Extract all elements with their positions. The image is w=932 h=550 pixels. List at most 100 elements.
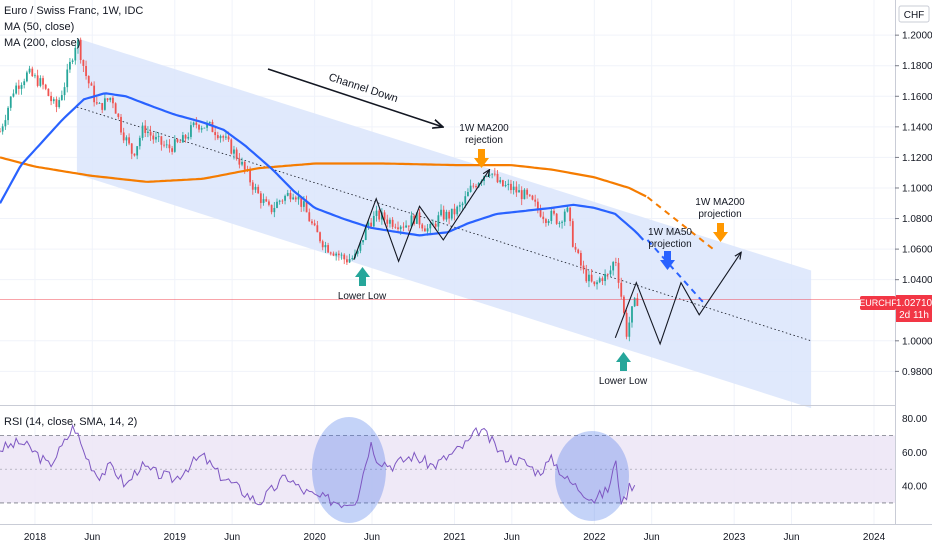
ma50-legend[interactable]: MA (50, close) xyxy=(4,21,75,33)
zigzag-path xyxy=(614,252,741,346)
candle-body xyxy=(579,252,582,266)
candle-body xyxy=(122,132,125,141)
candle-body xyxy=(601,278,604,282)
ma200-legend[interactable]: MA (200, close) xyxy=(4,37,81,49)
candle-body xyxy=(101,103,104,110)
candle-body xyxy=(351,257,354,260)
candle-body xyxy=(461,203,464,206)
price-tick-label: 1.16000 xyxy=(902,92,932,103)
candle-body xyxy=(87,75,90,84)
candle-body xyxy=(219,136,222,139)
candle-body xyxy=(636,298,639,306)
candle-body xyxy=(79,39,82,61)
candle-body xyxy=(289,192,292,200)
candle-body xyxy=(155,136,157,140)
candle-body xyxy=(133,153,136,156)
rsi-axis[interactable]: 80.00 60.00 40.00 xyxy=(902,414,927,492)
candle-body xyxy=(214,132,217,136)
candle-body xyxy=(329,252,332,254)
candle-body xyxy=(60,95,63,101)
price-tick-label: 1.08000 xyxy=(902,214,932,225)
candle-body xyxy=(383,212,386,220)
bar-countdown: 2d 11h xyxy=(899,310,929,321)
candle-body xyxy=(168,144,171,149)
candle-body xyxy=(415,212,418,224)
candle-body xyxy=(545,219,547,223)
symbol-title[interactable]: Euro / Swiss Franc, 1W, IDC xyxy=(4,5,144,17)
candle-body xyxy=(536,201,539,210)
lower-low-arrow-icon xyxy=(616,352,631,371)
candle-body xyxy=(332,253,335,256)
candle-body xyxy=(569,207,572,222)
candle-body xyxy=(448,211,451,219)
candle-body xyxy=(286,192,289,196)
candle-body xyxy=(112,97,114,104)
channel-down-arrow xyxy=(267,68,443,127)
candle-body xyxy=(370,222,373,227)
candle-body xyxy=(157,136,160,138)
time-axis[interactable]: 2018 Jun 2019 Jun 2020 Jun 2021 Jun 2022 Jun 2023 J… xyxy=(24,532,886,543)
candle-body xyxy=(270,204,273,213)
candle-body xyxy=(257,186,260,194)
candle-body xyxy=(251,182,254,190)
candle-body xyxy=(372,215,375,227)
candle-body xyxy=(17,85,20,89)
candle-body xyxy=(456,206,459,215)
candle-body xyxy=(588,274,590,282)
time-tick-label: Jun xyxy=(504,532,520,543)
candle-body xyxy=(467,191,469,197)
candle-body xyxy=(391,219,394,227)
candle-body xyxy=(198,124,200,130)
candle-body xyxy=(614,262,617,263)
candle-body xyxy=(230,139,233,154)
candle-body xyxy=(337,253,340,256)
candle-body xyxy=(458,205,461,207)
candle-body xyxy=(50,95,52,102)
candle-body xyxy=(493,173,496,175)
candle-body xyxy=(362,240,364,243)
rsi-title[interactable]: RSI (14, close, SMA, 14, 2) xyxy=(4,416,138,428)
rejection-arrow-icon xyxy=(474,149,489,168)
rsi-tick-label: 60.00 xyxy=(902,448,927,459)
candle-body xyxy=(20,85,23,89)
candle-body xyxy=(464,196,467,204)
candle-body xyxy=(313,223,316,226)
lower-low-label-2022: Lower Low xyxy=(599,376,648,387)
candle-body xyxy=(316,225,319,233)
ma200-projection-label-line2: projection xyxy=(698,209,741,220)
candle-body xyxy=(375,210,378,216)
candle-body xyxy=(523,189,526,200)
ma200-projection-line xyxy=(646,196,714,250)
candle-body xyxy=(450,208,453,219)
price-axis[interactable]: 1.20000 1.18000 1.16000 1.14000 1.12000 1.100… xyxy=(895,31,932,378)
candle-body xyxy=(66,69,69,88)
candle-body xyxy=(501,180,504,187)
candle-body xyxy=(47,88,50,96)
candle-body xyxy=(1,126,4,132)
candle-body xyxy=(631,306,633,323)
time-tick-label: 2023 xyxy=(723,532,746,543)
candle-body xyxy=(141,125,144,138)
candle-body xyxy=(206,123,208,128)
candle-body xyxy=(424,228,426,232)
currency-button[interactable] xyxy=(898,5,930,23)
candle-body xyxy=(407,225,410,227)
candle-body xyxy=(327,245,329,253)
candle-body xyxy=(440,209,442,216)
candle-body xyxy=(596,282,598,285)
candle-body xyxy=(82,60,85,66)
candle-body xyxy=(4,120,7,127)
candle-body xyxy=(176,139,179,142)
candle-body xyxy=(335,253,338,256)
candle-body xyxy=(125,137,128,141)
candle-body xyxy=(475,186,477,188)
candle-body xyxy=(52,99,55,102)
candle-body xyxy=(238,158,241,165)
candle-body xyxy=(598,278,601,283)
candle-body xyxy=(547,220,550,223)
candle-body xyxy=(192,122,195,126)
lower-low-arrow-icon xyxy=(355,267,370,286)
rsi-line xyxy=(0,423,636,509)
candle-body xyxy=(469,185,472,192)
